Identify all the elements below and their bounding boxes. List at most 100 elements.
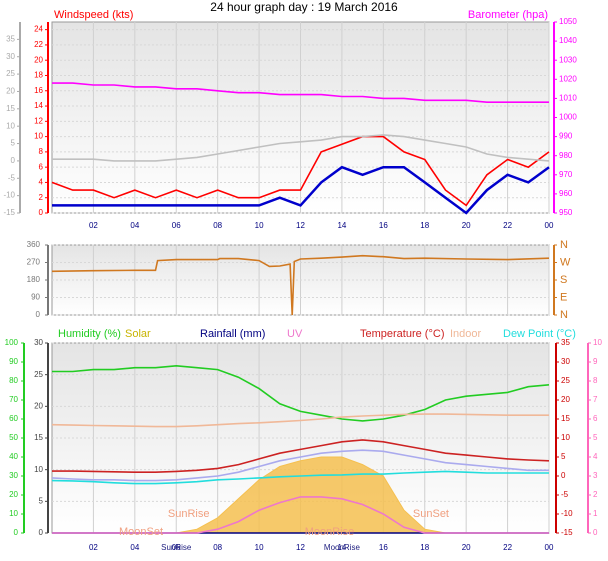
y-tick-label: 25 [6,69,15,78]
y-tick-label: 24 [34,25,43,34]
legend-label: Humidity (%) [58,328,121,340]
y-tick-label: 8 [593,376,598,385]
y-tick-label: 7 [593,395,598,404]
y-tick-label: 10 [34,132,43,141]
x-tick-label: 12 [296,543,305,552]
legend-label: Solar [125,328,151,340]
y-tick-label: -15 [561,528,573,537]
y-tick-label: 30 [34,338,43,347]
line [51,470,549,485]
line [52,496,549,534]
y-tick-label: 9 [593,357,598,366]
y-tick-label: 1040 [559,36,577,45]
y-tick-label: 90 [31,293,40,302]
y-tick-label: -5 [561,490,569,499]
line [51,413,549,428]
y-tick-label: 180 [27,275,41,284]
x-tick-label: 18 [420,221,429,230]
x-tick-label: 12 [296,221,305,230]
y-tick-label: 2 [39,193,44,202]
y-tick-label: 15 [6,104,15,113]
line [51,254,550,316]
y-tick-label: 0 [593,528,598,537]
axis-marker: SunRise [161,543,192,552]
y-tick-label: 3 [593,471,598,480]
y-tick-label: 16 [34,86,43,95]
y-tick-label: 0 [36,310,41,319]
y-tick-label: 25 [561,376,570,385]
y-tick-label: 10 [6,121,15,130]
line [51,135,550,207]
y-tick-label: 4 [39,178,44,187]
y-tick-label: 6 [593,414,598,423]
y-tick-label: 270 [27,258,41,267]
y-tick-label: -15 [3,208,15,217]
chart-title: 24 hour graph day : 19 March 2016 [210,0,398,14]
y-tick-label: 1050 [559,17,577,26]
y-tick-label: 60 [9,414,18,423]
line [52,165,550,215]
y-tick-label: 970 [559,170,573,179]
y-tick-label: 10 [9,509,18,518]
legend-label: Windspeed (kts) [54,9,133,21]
y-tick-label: W [560,256,571,268]
x-tick-label: 02 [89,221,98,230]
y-tick-label: 20 [34,55,43,64]
line [52,82,549,103]
y-tick-label: 22 [34,40,43,49]
y-tick-label: 10 [593,338,602,347]
y-tick-label: 40 [9,452,18,461]
y-tick-label: 4 [593,452,598,461]
y-tick-label: 10 [34,465,43,474]
y-tick-label: 14 [34,101,43,110]
axis-marker: MoonRise [324,543,361,552]
y-tick-label: 5 [561,452,566,461]
x-tick-label: 08 [213,543,222,552]
y-tick-label: 1 [593,509,598,518]
line [51,449,549,482]
x-tick-label: 22 [503,221,512,230]
legend-label: Rainfall (mm) [200,328,265,340]
x-tick-label: 22 [503,543,512,552]
x-tick-label: 14 [337,543,346,552]
y-tick-label: 1020 [559,74,577,83]
annotation: SunSet [413,508,449,520]
y-tick-label: 100 [5,338,19,347]
x-tick-label: 06 [172,221,181,230]
y-tick-label: N [560,309,568,321]
y-tick-label: 30 [561,357,570,366]
x-tick-label: 00 [545,221,554,230]
annotation: SunRise [168,508,210,520]
y-tick-label: 1010 [559,94,577,103]
legend-label: Barometer (hpa) [468,9,548,21]
y-tick-label: 12 [34,116,43,125]
legend-label: Temperature (°C) [360,328,444,340]
y-tick-label: 5 [593,433,598,442]
annotation: MoonSet [119,526,163,538]
y-tick-label: 0 [11,156,16,165]
y-tick-label: -10 [3,191,15,200]
line [52,134,550,162]
y-tick-label: 1030 [559,55,577,64]
y-tick-label: 980 [559,151,573,160]
y-tick-label: 90 [9,357,18,366]
y-tick-label: 5 [39,496,44,505]
x-tick-label: 02 [89,543,98,552]
y-tick-label: 2 [593,490,598,499]
x-tick-label: 10 [255,221,264,230]
y-tick-label: 15 [561,414,570,423]
y-tick-label: 6 [39,162,44,171]
y-tick-label: 10 [561,433,570,442]
y-tick-label: 20 [6,87,15,96]
y-tick-label: 960 [559,189,573,198]
y-tick-label: 8 [39,147,44,156]
y-tick-label: 20 [561,395,570,404]
y-tick-label: 30 [9,471,18,480]
x-tick-label: 16 [379,543,388,552]
y-tick-label: 0 [39,528,44,537]
x-tick-label: 00 [545,543,554,552]
y-tick-label: 0 [39,208,44,217]
y-tick-label: 0 [14,528,19,537]
legend-label: Dew Point (°C) [503,328,576,340]
